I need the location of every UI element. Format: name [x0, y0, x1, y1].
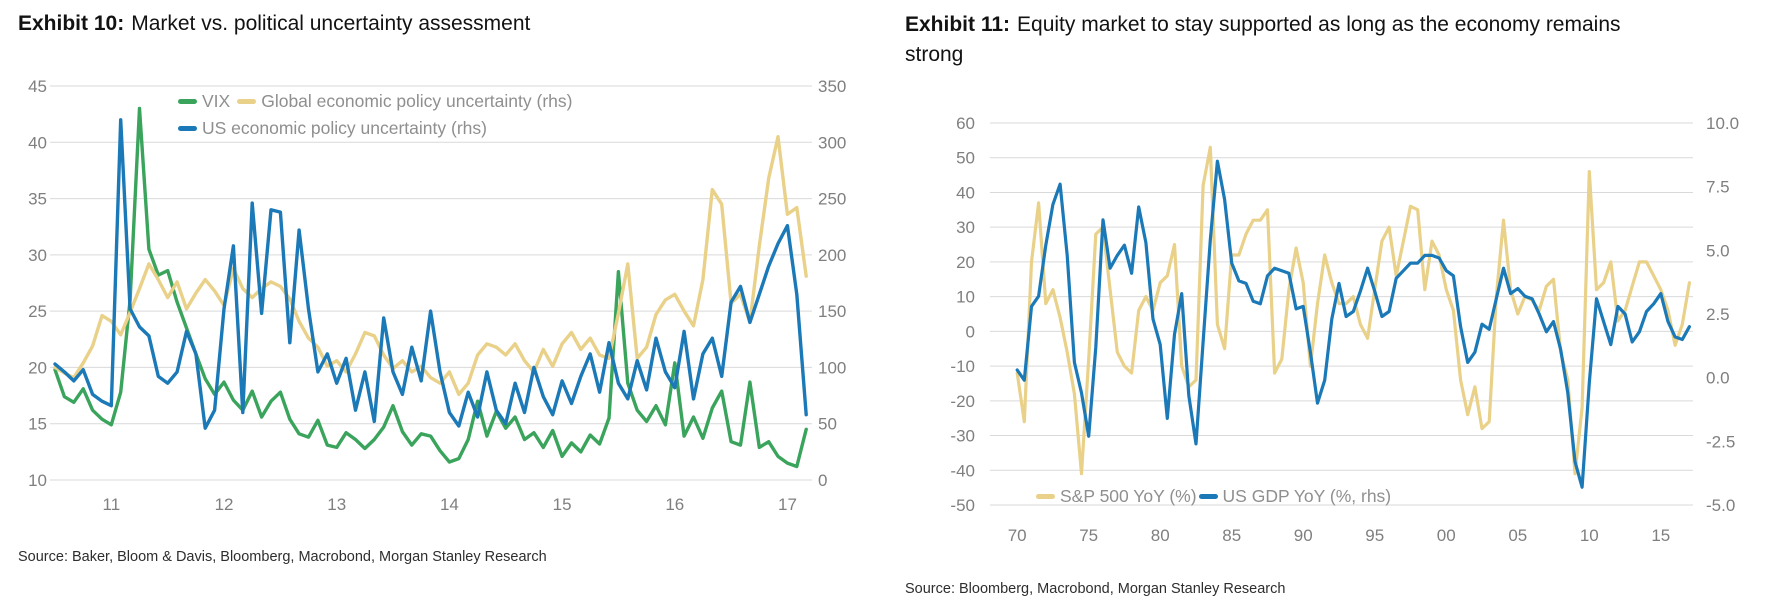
exhibit10-legend: VIX Global economic policy uncertainty (r… — [178, 88, 579, 142]
x-axis-tick-label: 80 — [1151, 526, 1170, 545]
series-line-us-epu — [53, 118, 808, 430]
exhibit10-title-text: Market vs. political uncertainty assessm… — [131, 12, 531, 35]
legend-item-gdp: US GDP YoY (%, rhs) — [1198, 486, 1392, 507]
x-axis-tick-label: 95 — [1365, 526, 1384, 545]
x-axis-tick-label: 17 — [778, 495, 797, 514]
right-axis-tick-label: 2.5 — [1706, 305, 1730, 324]
legend-label: VIX — [202, 91, 231, 111]
x-axis-tick-label: 75 — [1079, 526, 1098, 545]
legend-label: US economic policy uncertainty (rhs) — [202, 118, 487, 138]
left-axis-tick-label: 45 — [28, 77, 47, 96]
exhibit11-legend: S&P 500 YoY (%) US GDP YoY (%, rhs) — [1036, 483, 1393, 510]
exhibit11-title-prefix: Exhibit 11: — [905, 13, 1011, 36]
exhibit10-title: Exhibit 10: Market vs. political uncertai… — [18, 12, 838, 36]
left-axis-tick-label: -10 — [950, 357, 975, 376]
left-axis-tick-label: 20 — [956, 253, 975, 272]
x-axis-tick-label: 11 — [103, 495, 121, 514]
left-axis-tick-label: 50 — [956, 149, 975, 168]
left-axis-tick-label: 0 — [966, 322, 975, 341]
left-axis-tick-label: 20 — [28, 358, 47, 377]
left-axis-tick-label: 60 — [956, 114, 975, 133]
series-line-sp500 — [1015, 145, 1692, 476]
right-axis-tick-label: 150 — [818, 302, 846, 321]
legend-dash-icon — [178, 99, 197, 104]
legend-dash-icon — [237, 99, 257, 104]
x-axis-tick-label: 00 — [1437, 526, 1456, 545]
x-axis-tick-label: 13 — [327, 495, 346, 514]
legend-item-vix: VIX — [178, 91, 230, 112]
right-axis-tick-label: -5.0 — [1706, 496, 1735, 515]
exhibit11-title: Exhibit 11: Equity market to stay support… — [905, 10, 1643, 70]
legend-row: US economic policy uncertainty (rhs) — [178, 115, 579, 142]
right-axis-tick-label: 10.0 — [1706, 114, 1739, 133]
legend-label: Global economic policy uncertainty (rhs) — [261, 91, 573, 111]
right-axis-tick-label: 250 — [818, 190, 846, 209]
right-axis-tick-label: 350 — [818, 77, 846, 96]
left-axis-tick-label: -50 — [950, 496, 975, 515]
x-axis-tick-label: 12 — [215, 495, 234, 514]
x-axis-tick-label: 90 — [1294, 526, 1313, 545]
left-axis-tick-label: 10 — [956, 288, 975, 307]
x-axis-tick-label: 14 — [440, 495, 459, 514]
right-axis-tick-label: 0 — [818, 471, 827, 490]
left-axis-tick-label: -20 — [950, 392, 975, 411]
left-axis-tick-label: 10 — [28, 471, 47, 490]
left-axis-tick-label: 30 — [956, 218, 975, 237]
x-axis-tick-label: 85 — [1222, 526, 1241, 545]
left-axis-tick-label: 25 — [28, 302, 47, 321]
x-axis-tick-label: 15 — [1651, 526, 1670, 545]
x-axis-tick-label: 16 — [665, 495, 684, 514]
legend-label: S&P 500 YoY (%) — [1060, 486, 1197, 506]
legend-row: S&P 500 YoY (%) US GDP YoY (%, rhs) — [1036, 483, 1393, 510]
left-axis-tick-label: 40 — [956, 183, 975, 202]
legend-item-us-epu: US economic policy uncertainty (rhs) — [178, 118, 487, 139]
series-line-vix — [53, 106, 808, 469]
legend-item-global-epu: Global economic policy uncertainty (rhs) — [237, 91, 572, 112]
legend-dash-icon — [178, 126, 197, 131]
right-axis-tick-label: 200 — [818, 246, 846, 265]
series-line-global-epu — [53, 134, 808, 397]
x-axis-tick-label: 05 — [1508, 526, 1527, 545]
right-axis-tick-label: 5.0 — [1706, 241, 1730, 260]
left-axis-tick-label: 15 — [28, 415, 47, 434]
left-axis-tick-label: 35 — [28, 190, 47, 209]
exhibit10-source: Source: Baker, Bloom & Davis, Bloomberg,… — [18, 549, 547, 565]
left-axis-tick-label: -40 — [950, 461, 975, 480]
left-axis-tick-label: 30 — [28, 246, 47, 265]
x-axis-tick-label: 70 — [1008, 526, 1027, 545]
right-axis-tick-label: 100 — [818, 358, 846, 377]
legend-dash-icon — [1036, 494, 1055, 499]
right-axis-tick-label: 7.5 — [1706, 178, 1730, 197]
right-axis-tick-label: 300 — [818, 133, 846, 152]
legend-label: US GDP YoY (%, rhs) — [1222, 486, 1392, 506]
legend-row: VIX Global economic policy uncertainty (r… — [178, 88, 579, 115]
exhibit11-title-text: Equity market to stay supported as long … — [905, 13, 1621, 66]
right-axis-tick-label: 0.0 — [1706, 369, 1730, 388]
exhibit11-source: Source: Bloomberg, Macrobond, Morgan Sta… — [905, 581, 1286, 597]
left-axis-tick-label: -30 — [950, 427, 975, 446]
series-line-gdp — [1015, 159, 1692, 489]
right-axis-tick-label: 50 — [818, 415, 837, 434]
exhibit10-title-prefix: Exhibit 10: — [18, 12, 125, 35]
legend-dash-icon — [1198, 494, 1218, 499]
x-axis-tick-label: 10 — [1580, 526, 1599, 545]
left-axis-tick-label: 40 — [28, 133, 47, 152]
x-axis-tick-label: 15 — [553, 495, 572, 514]
right-axis-tick-label: -2.5 — [1706, 432, 1735, 451]
legend-item-sp500: S&P 500 YoY (%) — [1036, 486, 1197, 507]
